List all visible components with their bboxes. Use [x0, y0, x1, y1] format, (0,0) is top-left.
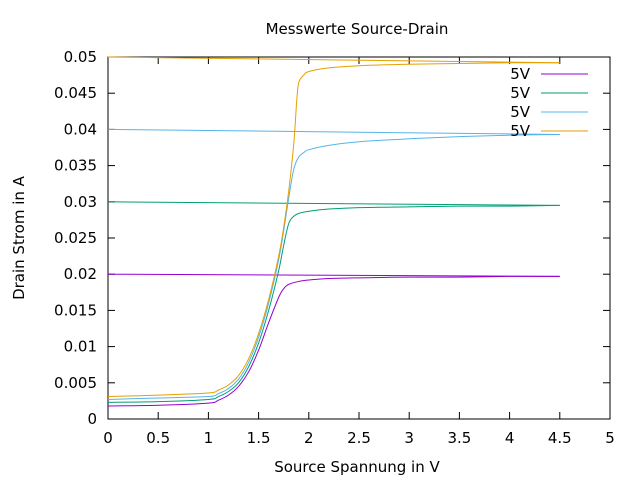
y-tick-label: 0.05 — [64, 48, 97, 66]
y-tick-label: 0.025 — [54, 229, 97, 247]
x-tick-label: 2.5 — [347, 429, 371, 447]
series-line — [107, 62, 560, 398]
y-tick-label: 0.035 — [54, 157, 97, 175]
series-lines — [107, 62, 560, 407]
plot-frame — [107, 56, 611, 420]
legend-label: 5V — [510, 65, 531, 83]
legend-label: 5V — [510, 122, 531, 140]
legend-label: 5V — [510, 84, 531, 102]
chart-title: Messwerte Source-Drain — [266, 20, 449, 38]
series-line — [107, 204, 560, 403]
x-tick-label: 0.5 — [146, 429, 170, 447]
reference-line — [107, 201, 560, 206]
reference-line — [107, 56, 560, 64]
reference-line — [107, 128, 560, 135]
x-tick-label: 4.5 — [548, 429, 572, 447]
y-tick-label: 0.03 — [64, 193, 97, 211]
x-tick-label: 2 — [304, 429, 314, 447]
x-tick-label: 0 — [103, 429, 113, 447]
y-tick-label: 0.045 — [54, 84, 97, 102]
legend-label: 5V — [510, 103, 531, 121]
x-axis-title: Source Spannung in V — [274, 458, 440, 476]
x-tick-label: 1 — [204, 429, 214, 447]
y-tick-label: 0.015 — [54, 301, 97, 319]
series-line — [107, 275, 560, 407]
y-axis: 0 0.005 0.01 0.015 0.02 0.025 0.03 0.035 0.04 0.0… — [54, 48, 610, 428]
y-tick-label: 0 — [87, 410, 97, 428]
x-tick-label: 5 — [605, 429, 615, 447]
series-line — [107, 133, 560, 400]
y-tick-label: 0.005 — [54, 374, 97, 392]
y-axis-title: Drain Strom in A — [10, 175, 28, 300]
x-axis: 0 0.5 1 1.5 2 2.5 3 3.5 4 4.5 5 — [103, 57, 615, 447]
x-tick-label: 3 — [404, 429, 414, 447]
reference-lines — [107, 56, 560, 277]
x-tick-label: 1.5 — [247, 429, 271, 447]
x-tick-label: 3.5 — [447, 429, 471, 447]
y-tick-label: 0.01 — [64, 338, 97, 356]
reference-line — [107, 273, 560, 277]
y-tick-label: 0.02 — [64, 265, 97, 283]
x-tick-label: 4 — [505, 429, 515, 447]
y-tick-label: 0.04 — [64, 120, 97, 138]
